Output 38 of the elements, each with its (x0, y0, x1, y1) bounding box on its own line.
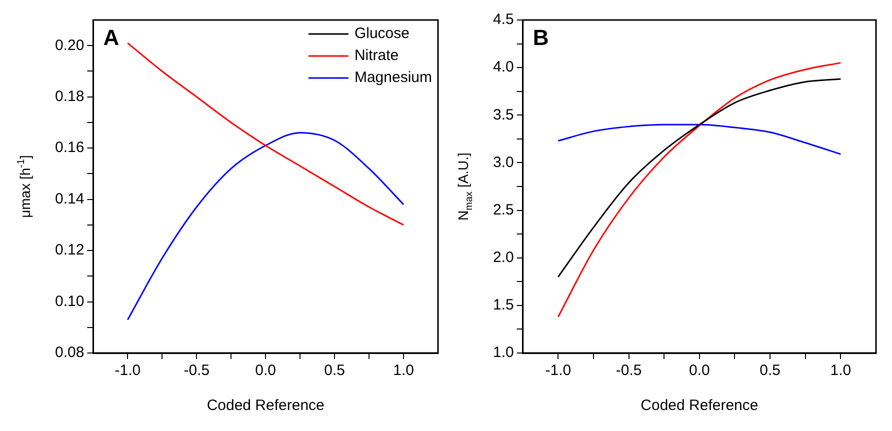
line-series (557, 78, 842, 278)
y-axis-title: μmax [h-1] (16, 155, 33, 218)
y-tick-label: 4.0 (492, 58, 514, 76)
x-tick-label: -0.5 (184, 362, 210, 380)
x-axis-title: Coded Reference (640, 397, 758, 414)
x-tick-label: -0.5 (616, 362, 642, 380)
y-tick-label: 3.0 (492, 154, 514, 171)
y-tick-label: 1.0 (492, 344, 514, 362)
y-tick-label: 0.10 (54, 292, 84, 310)
y-tick-label: 3.5 (492, 106, 514, 124)
line-series (557, 62, 842, 318)
y-tick-label: 2.0 (492, 249, 514, 266)
y-tick-label: 4.5 (492, 11, 514, 28)
y-tick-label: 0.18 (54, 88, 84, 105)
legend-label: Glucose (354, 25, 410, 42)
line-series (126, 132, 404, 320)
y-tick-label: 0.14 (54, 190, 84, 208)
line-series (557, 124, 842, 155)
legend-label: Magnesium (354, 69, 432, 86)
legend-label: Nitrate (354, 47, 399, 64)
x-tick-label: -1.0 (114, 362, 141, 380)
y-tick-label: 1.5 (492, 296, 514, 314)
x-tick-label: 0.0 (688, 362, 710, 380)
x-tick-label: 1.0 (393, 362, 414, 380)
x-axis-title: Coded Reference (206, 397, 324, 414)
x-tick-label: -1.0 (545, 362, 572, 380)
y-tick-label: 0.12 (54, 242, 84, 259)
y-tick-label: 2.5 (492, 201, 514, 218)
annotation: A (103, 25, 120, 50)
y-axis-title: Nmax [A.U.] (454, 152, 475, 220)
x-tick-label: 1.0 (830, 362, 852, 380)
x-tick-label: 0.5 (760, 362, 780, 380)
y-tick-label: 0.20 (54, 36, 84, 54)
x-tick-label: 0.5 (324, 362, 345, 380)
y-tick-label: 0.16 (54, 139, 84, 156)
y-tick-label: 0.08 (54, 344, 84, 362)
annotation: B (532, 25, 549, 50)
x-tick-label: 0.0 (255, 362, 276, 380)
